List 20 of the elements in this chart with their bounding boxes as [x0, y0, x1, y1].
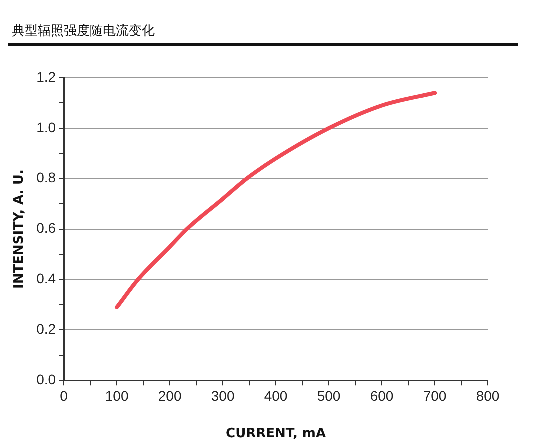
y-tick-label: 1.2	[36, 68, 56, 85]
y-tick-label: 1.0	[36, 119, 56, 136]
y-tick-label: 0.0	[36, 371, 56, 388]
x-tick-label: 600	[370, 388, 394, 404]
y-tick-label: 0.8	[36, 170, 56, 186]
x-tick-label: 400	[264, 388, 288, 404]
x-tick-label: 200	[158, 388, 182, 404]
y-tick-label: 0.4	[36, 270, 56, 287]
line-series	[115, 91, 438, 310]
y-tick-label: 0.2	[36, 321, 56, 338]
x-tick-label: 100	[105, 388, 129, 404]
chart-title: 典型辐照强度随电流变化	[12, 23, 155, 40]
y-tick-label: 0.6	[36, 220, 56, 236]
x-tick-label: 800	[476, 388, 500, 404]
x-tick-label: 500	[317, 388, 341, 404]
x-tick-label: 300	[211, 388, 235, 404]
x-tick-label: 0	[60, 388, 68, 404]
x-tick-label: 700	[423, 388, 447, 404]
x-axis-title: CURRENT, mA	[226, 426, 326, 442]
y-axis-title: INTENSITY, A. U.	[12, 170, 28, 290]
